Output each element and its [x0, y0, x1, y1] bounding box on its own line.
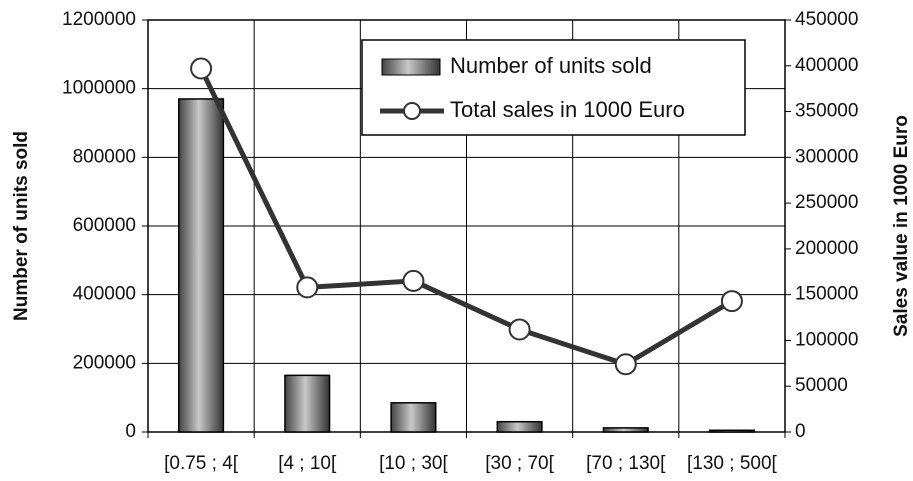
legend-swatch [381, 58, 441, 76]
y2-tick-label: 300000 [795, 146, 858, 167]
y2-tick-label: 100000 [795, 329, 858, 350]
bar [284, 374, 331, 433]
x-tick-label: [4 ; 10[ [278, 453, 337, 474]
y2-tick-label: 350000 [795, 101, 858, 122]
y2-tick-label: 50000 [795, 375, 848, 396]
bar [178, 98, 225, 433]
y2-tick-label: 0 [795, 421, 806, 442]
y-tick-label: 0 [125, 421, 136, 442]
y2-axis-title: Sales value in 1000 Euro [891, 115, 912, 337]
y-tick-label: 1200000 [62, 9, 136, 30]
x-tick-label: [0.75 ; 4[ [164, 453, 239, 474]
legend-label: Number of units sold [450, 53, 652, 78]
y-tick-label: 600000 [73, 215, 136, 236]
y2-tick-label: 250000 [795, 192, 858, 213]
bar [496, 420, 543, 433]
line-marker [402, 269, 425, 292]
line-marker [296, 276, 319, 299]
line-marker [614, 353, 637, 376]
y-tick-label: 1000000 [62, 78, 136, 99]
y2-tick-label: 200000 [795, 238, 858, 259]
plot-frame [147, 19, 786, 433]
bar [390, 402, 437, 433]
x-tick-label: [130 ; 500[ [687, 453, 778, 474]
y2-tick-label: 400000 [795, 55, 858, 76]
line-marker [190, 57, 213, 80]
legend-swatch-marker [403, 102, 421, 120]
x-tick-label: [70 ; 130[ [586, 453, 666, 474]
legend-label: Total sales in 1000 Euro [450, 97, 685, 122]
y-tick-label: 200000 [73, 352, 136, 373]
line-marker [720, 290, 743, 313]
y-tick-label: 800000 [73, 146, 136, 167]
y-tick-label: 400000 [73, 284, 136, 305]
bar [602, 427, 649, 433]
x-tick-label: [10 ; 30[ [379, 453, 448, 474]
line [198, 67, 734, 367]
legend-box [361, 39, 746, 136]
y2-tick-label: 150000 [795, 284, 858, 305]
x-tick-label: [30 ; 70[ [485, 453, 554, 474]
bar [708, 429, 755, 433]
y-axis-title: Number of units sold [11, 131, 32, 321]
line-marker [508, 318, 531, 341]
y2-tick-label: 450000 [795, 9, 858, 30]
